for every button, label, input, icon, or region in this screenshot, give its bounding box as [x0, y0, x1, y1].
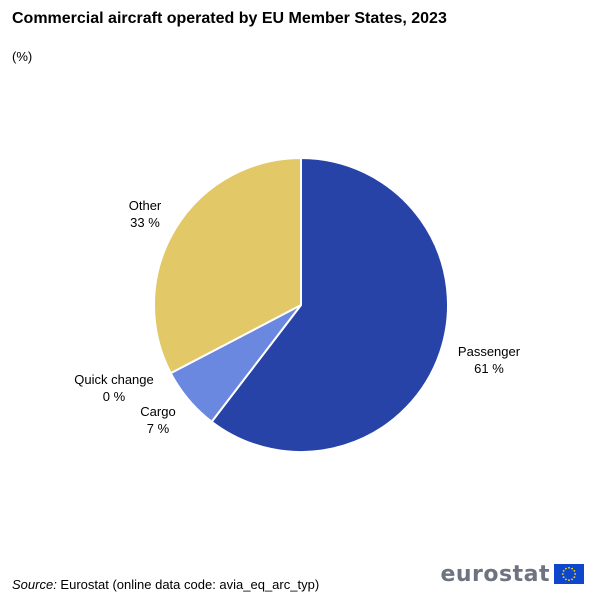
source-text: Eurostat (online data code: avia_eq_arc_… [56, 577, 320, 592]
star-icon [571, 578, 573, 581]
star-icon [562, 576, 565, 578]
slice-label-quick-change: Quick change [74, 372, 154, 387]
pie-slice-other [153, 157, 302, 375]
star-icon [561, 573, 564, 575]
eu-flag-icon [554, 564, 584, 584]
star-icon [562, 570, 565, 572]
star-icon [565, 578, 567, 581]
star-icon [571, 567, 573, 570]
star-icon [568, 566, 570, 569]
source-label: Source: [12, 577, 57, 592]
chart-title: Commercial aircraft operated by EU Membe… [12, 10, 447, 27]
slice-label-passenger: Passenger [458, 344, 521, 359]
slice-value-label-quick-change: 0 % [103, 389, 126, 404]
pie-slice-passenger [210, 157, 449, 453]
chart-subtitle: (%) [12, 49, 33, 64]
star-icon [565, 567, 567, 570]
star-icon [573, 576, 576, 578]
star-icon [574, 573, 577, 575]
star-icon [573, 570, 576, 572]
eurostat-logo: eurostat [440, 561, 584, 587]
slice-value-label-cargo: 7 % [147, 421, 170, 436]
slice-value-label-passenger: 61 % [474, 361, 504, 376]
slice-label-cargo: Cargo [140, 404, 175, 419]
star-icon [568, 579, 570, 582]
source-note: Source: Eurostat (online data code: avia… [12, 577, 319, 593]
slice-label-other: Other [129, 198, 162, 213]
slice-value-label-other: 33 % [130, 215, 160, 230]
logo-wordmark: eurostat [440, 561, 550, 587]
